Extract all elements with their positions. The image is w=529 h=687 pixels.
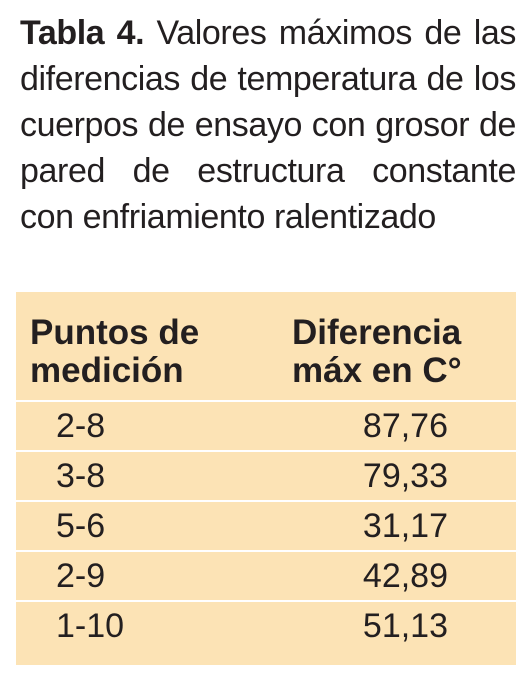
cell-points: 3-8 bbox=[16, 450, 260, 501]
cell-points: 1-10 bbox=[16, 600, 260, 650]
cell-points: 5-6 bbox=[16, 500, 260, 551]
table-row: 5-6 31,17 bbox=[16, 500, 516, 551]
data-table-container: Puntos de medición Diferencia máx en C° … bbox=[16, 292, 516, 665]
caption-label: Tabla 4. bbox=[20, 14, 145, 52]
table-row: 2-8 87,76 bbox=[16, 400, 516, 451]
header-measurement-points: Puntos de medición bbox=[16, 292, 260, 401]
header-max-difference: Diferencia máx en C° bbox=[260, 292, 516, 401]
header-diff-line1: Diferencia bbox=[292, 313, 462, 352]
table-row: 3-8 79,33 bbox=[16, 450, 516, 501]
header-points-line1: Puntos de bbox=[30, 313, 200, 352]
table-caption: Tabla 4. Valores máximos de las diferenc… bbox=[20, 10, 516, 240]
table-row: 1-10 51,13 bbox=[16, 600, 516, 650]
cell-value: 51,13 bbox=[260, 600, 516, 650]
cell-value: 79,33 bbox=[260, 450, 516, 501]
caption-text: Valores máximos de las diferencias de te… bbox=[20, 14, 516, 236]
cell-value: 87,76 bbox=[260, 400, 516, 451]
data-table: Puntos de medición Diferencia máx en C° … bbox=[16, 292, 516, 650]
cell-points: 2-9 bbox=[16, 550, 260, 601]
table-row: 2-9 42,89 bbox=[16, 550, 516, 601]
header-points-line2: medición bbox=[30, 351, 184, 390]
table-header-row: Puntos de medición Diferencia máx en C° bbox=[16, 292, 516, 401]
cell-value: 31,17 bbox=[260, 500, 516, 551]
header-diff-line2: máx en C° bbox=[292, 351, 462, 390]
cell-points: 2-8 bbox=[16, 400, 260, 451]
cell-value: 42,89 bbox=[260, 550, 516, 601]
